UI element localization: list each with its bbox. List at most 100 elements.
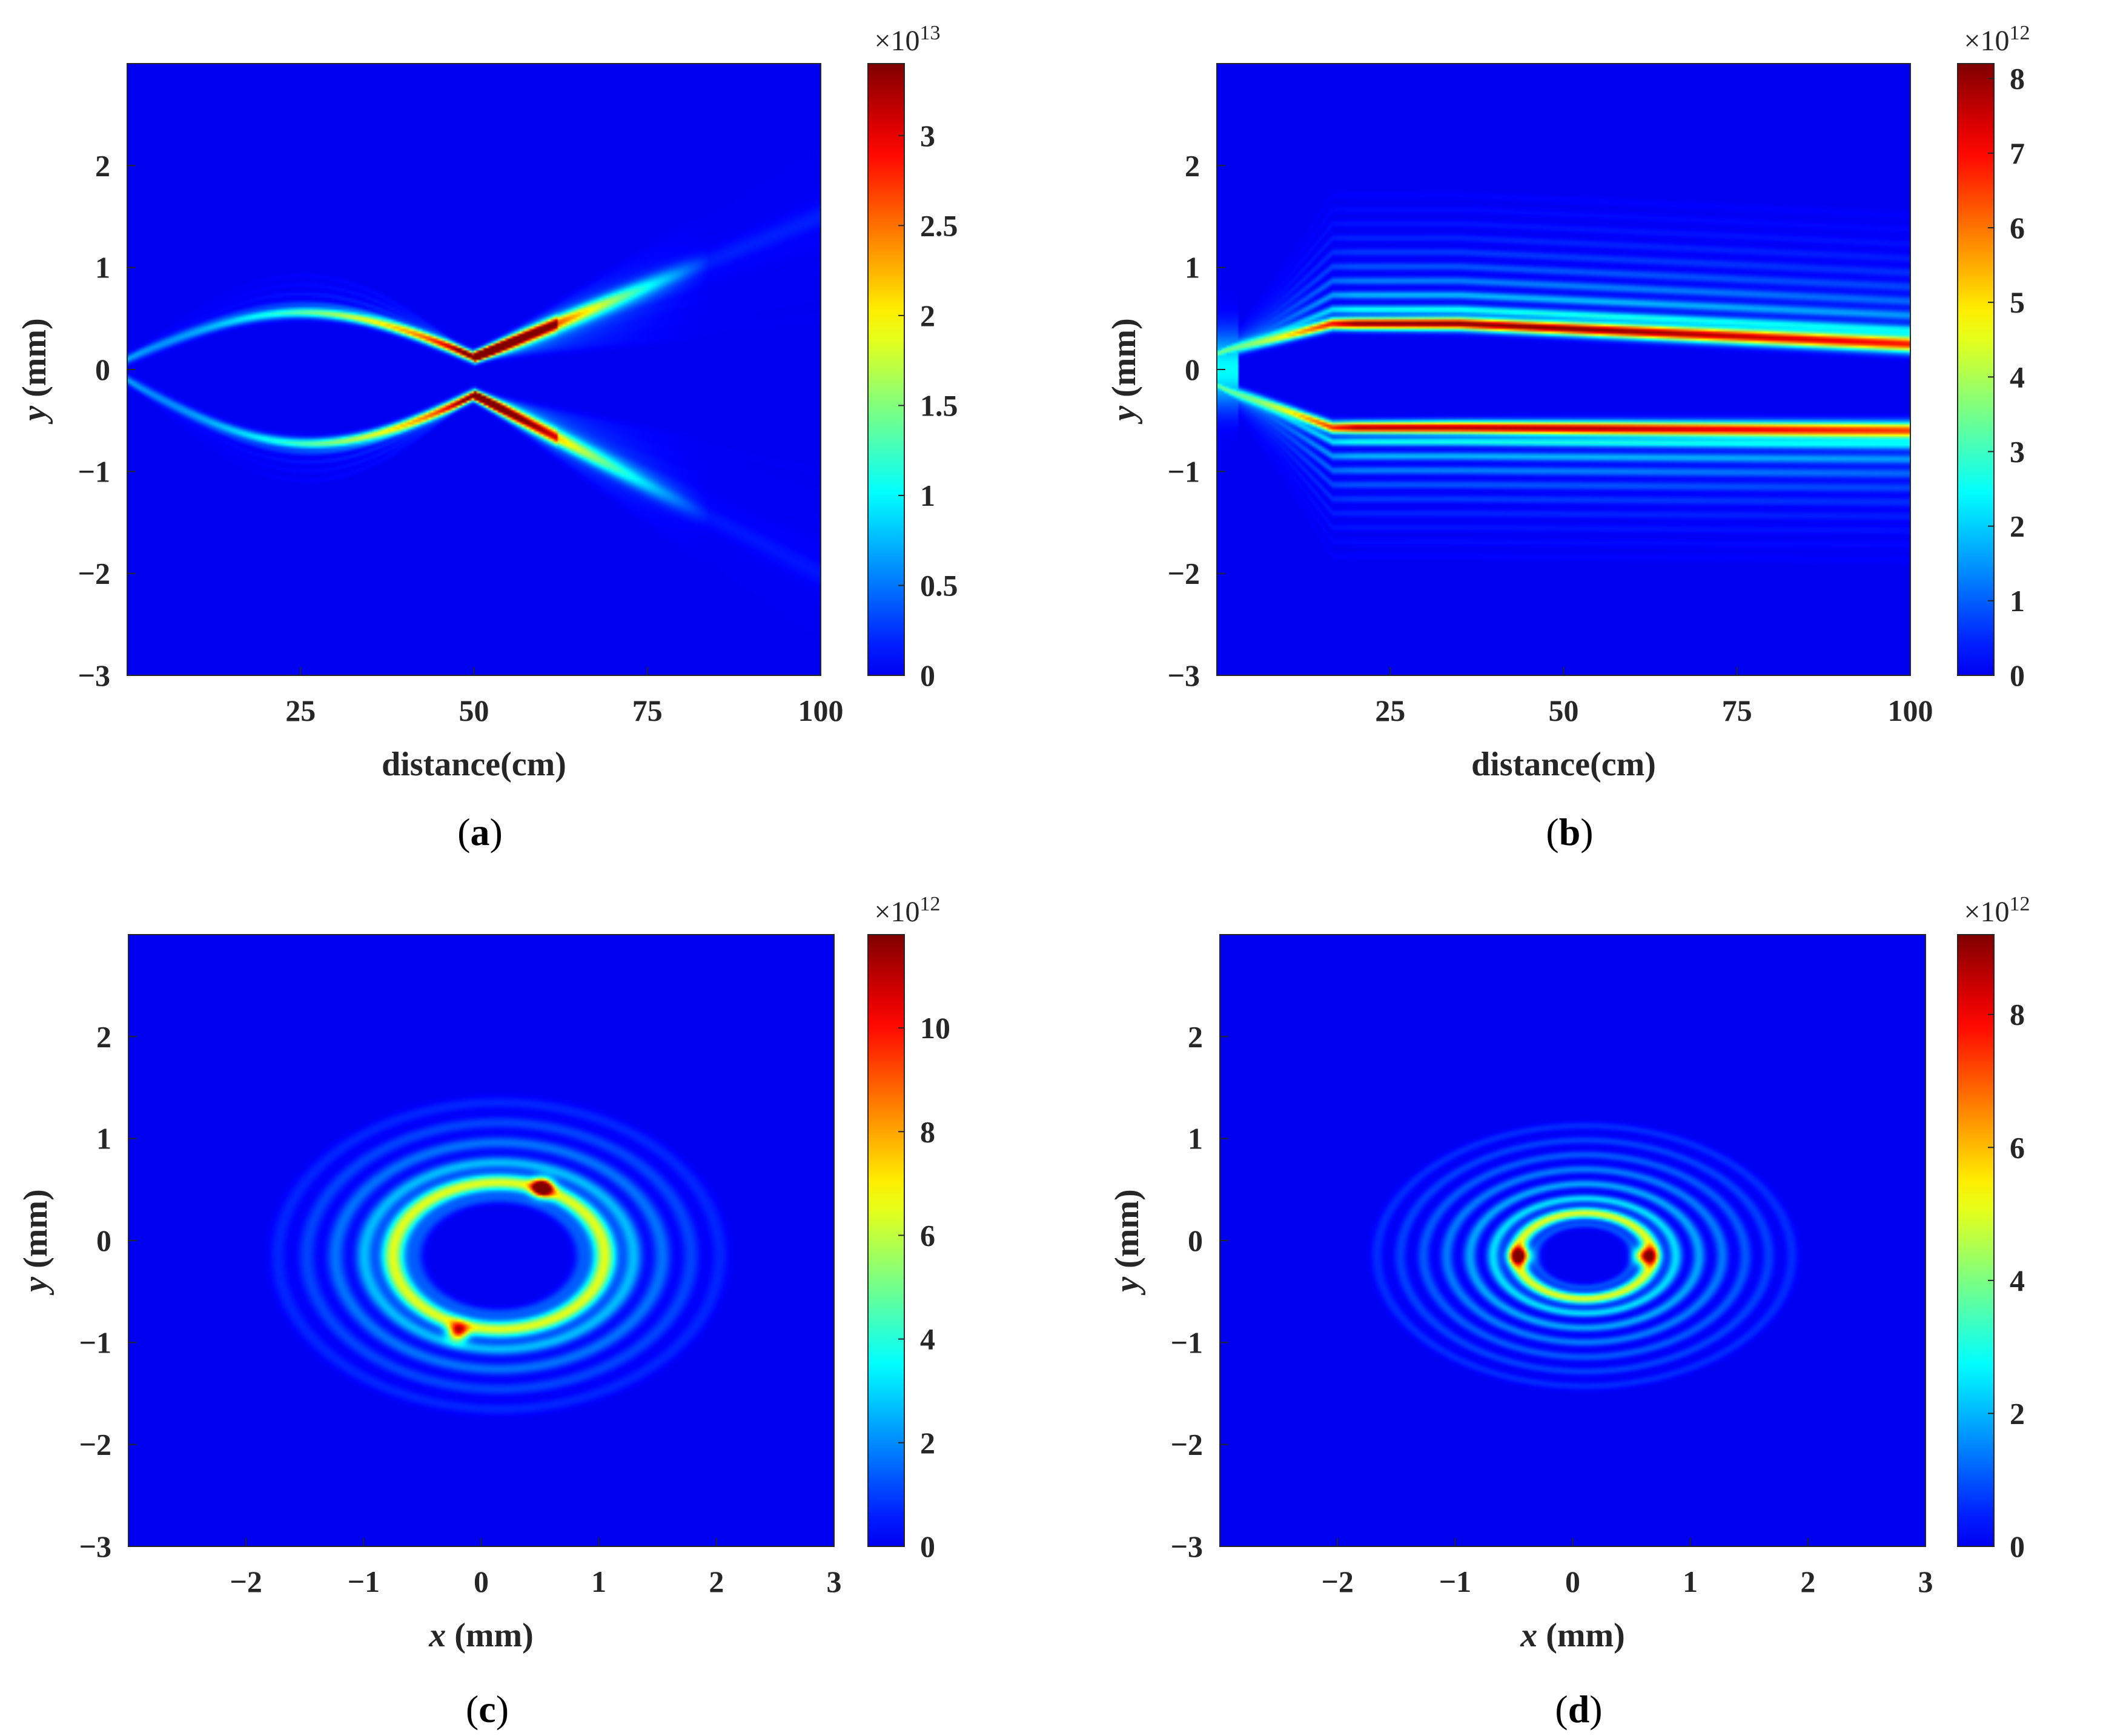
- x-tick-label: −2: [1321, 1565, 1354, 1599]
- heatmap-image-a: [127, 64, 821, 675]
- y-tick-label: 2: [1188, 1019, 1203, 1053]
- y-tick-label: −1: [78, 454, 111, 488]
- x-tick-label: 100: [1888, 694, 1933, 727]
- colorbar-tick-label: 7: [2010, 136, 2025, 170]
- colorbar-tick-label: 8: [2010, 62, 2025, 96]
- colorbar-tick-label: 2: [920, 299, 935, 333]
- colorbar-tick-label: 3: [2010, 434, 2025, 468]
- colorbar-tick-label: 0.5: [920, 568, 958, 602]
- colorbar-tick-label: 2.5: [920, 208, 958, 242]
- colorbar-exponent-label: ×1013: [874, 22, 940, 57]
- colorbar-tick-label: 4: [920, 1322, 935, 1356]
- x-tick-label: 1: [1683, 1565, 1698, 1599]
- y-tick-label: 1: [1185, 251, 1200, 285]
- colorbar-tick-label: 0: [920, 1529, 935, 1563]
- y-axis-label: y (mm): [1105, 318, 1143, 424]
- x-tick-label: −2: [230, 1565, 262, 1599]
- x-tick-label: 50: [1549, 694, 1579, 727]
- x-tick-label: 25: [285, 694, 316, 727]
- panel-c: −2 −1 0 1 2 3 2 1 0 −1 −2 −3 x (mm) y (mm) 10 8 6 4 2 0 ×101…: [0, 868, 1053, 1736]
- colorbar-tick-label: 5: [2010, 285, 2025, 319]
- y-tick-label: −1: [1171, 1325, 1204, 1359]
- chart-svg-a: 25 50 75 100 2 1 0 −1 −2 −3 distance(cm) y (mm) 3 2.5…: [16, 22, 958, 853]
- colorbar: [1957, 63, 1995, 676]
- y-axis-label: y (mm): [1108, 1189, 1146, 1295]
- x-tick-label: −1: [348, 1565, 380, 1599]
- colorbar-tick-label: 1: [2010, 584, 2025, 618]
- chart-svg-b: 25 50 75 100 2 1 0 −1 −2 −3 distance(cm) y (mm) 8 7 6 5…: [1105, 22, 2030, 853]
- panel-caption: (a): [457, 810, 503, 853]
- x-axis-label: x (mm): [1520, 1617, 1625, 1654]
- x-axis-label: x (mm): [428, 1617, 534, 1654]
- chart-svg-d: −2 −1 0 1 2 3 2 1 0 −1 −2 −3 x (mm) y (mm) 8 6 4 2 0 ×1012 (…: [1108, 893, 2030, 1731]
- colorbar-tick-label: 6: [2010, 1130, 2025, 1164]
- colorbar-tick-label: 8: [920, 1115, 935, 1148]
- x-tick-label: 100: [798, 694, 844, 727]
- y-tick-label: −3: [1168, 658, 1200, 692]
- colorbar-tick-label: 4: [2010, 360, 2025, 394]
- plot-frame: [1219, 934, 1926, 1547]
- y-tick-label: 1: [1188, 1122, 1203, 1156]
- x-tick-label: 3: [1918, 1565, 1933, 1599]
- y-tick-label: 0: [95, 353, 110, 386]
- colorbar-tick-label: 6: [2010, 211, 2025, 245]
- panel-caption: (d): [1555, 1688, 1602, 1731]
- x-tick-label: 2: [1800, 1565, 1815, 1599]
- x-tick-label: 2: [709, 1565, 724, 1599]
- colorbar-exponent-label: ×1012: [1964, 893, 2030, 928]
- x-tick-label: 1: [591, 1565, 606, 1599]
- colorbar-tick-label: 2: [2010, 509, 2025, 543]
- y-tick-label: 0: [96, 1224, 111, 1257]
- colorbar-tick-label: 2: [2010, 1396, 2025, 1430]
- x-tick-label: 0: [1565, 1565, 1580, 1599]
- colorbar-tick-label: 8: [2010, 998, 2025, 1032]
- colorbar-tick-label: 0: [2010, 1529, 2025, 1563]
- y-axis-label: y (mm): [17, 1189, 55, 1295]
- x-tick-label: 75: [632, 694, 663, 727]
- colorbar: [867, 63, 905, 676]
- heatmap-image-d: [1220, 935, 1926, 1546]
- colorbar-exponent-label: ×1012: [1964, 22, 2030, 57]
- x-tick-label: −1: [1439, 1565, 1472, 1599]
- colorbar-tick-label: 6: [920, 1218, 935, 1252]
- y-tick-label: −2: [1171, 1428, 1204, 1462]
- plot-frame: [127, 63, 821, 676]
- x-tick-label: 75: [1722, 694, 1752, 727]
- x-axis-label: distance(cm): [1471, 746, 1656, 783]
- panel-b: 25 50 75 100 2 1 0 −1 −2 −3 distance(cm) y (mm) 8 7 6 5…: [1053, 0, 2106, 868]
- x-tick-label: 0: [474, 1565, 489, 1599]
- y-tick-label: 2: [95, 148, 110, 182]
- x-tick-label: 25: [1375, 694, 1405, 727]
- colorbar-exponent-label: ×1012: [874, 893, 940, 928]
- heatmap-image-c: [128, 935, 834, 1546]
- plot-frame: [128, 934, 835, 1547]
- colorbar-tick-label: 4: [2010, 1264, 2025, 1297]
- y-tick-label: −3: [79, 1529, 112, 1563]
- y-tick-label: −1: [79, 1325, 112, 1359]
- colorbar: [867, 934, 905, 1547]
- y-tick-label: 1: [96, 1122, 111, 1156]
- y-tick-label: 2: [1185, 148, 1200, 182]
- colorbar-tick-label: 1: [920, 479, 935, 512]
- colorbar-tick-label: 3: [920, 119, 935, 153]
- x-tick-label: 3: [827, 1565, 842, 1599]
- y-tick-label: −1: [1168, 454, 1200, 488]
- panel-d: −2 −1 0 1 2 3 2 1 0 −1 −2 −3 x (mm) y (mm) 8 6 4 2 0 ×1012 (…: [1053, 868, 2106, 1736]
- heatmap-image-b: [1217, 64, 1910, 675]
- panel-caption: (c): [466, 1688, 509, 1731]
- y-tick-label: 0: [1188, 1224, 1203, 1257]
- y-tick-label: 1: [95, 251, 110, 285]
- y-tick-label: −2: [1168, 557, 1200, 591]
- colorbar: [1957, 934, 1995, 1547]
- y-tick-label: 2: [96, 1019, 111, 1053]
- y-tick-label: −2: [78, 557, 111, 591]
- panel-caption: (b): [1546, 810, 1593, 853]
- plot-frame: [1216, 63, 1911, 676]
- y-tick-label: 0: [1185, 353, 1200, 386]
- colorbar-tick-label: 0: [920, 658, 935, 692]
- y-tick-label: −3: [78, 658, 111, 692]
- panel-a: 25 50 75 100 2 1 0 −1 −2 −3 distance(cm) y (mm) 3 2.5…: [0, 0, 1053, 868]
- y-tick-label: −2: [79, 1428, 112, 1462]
